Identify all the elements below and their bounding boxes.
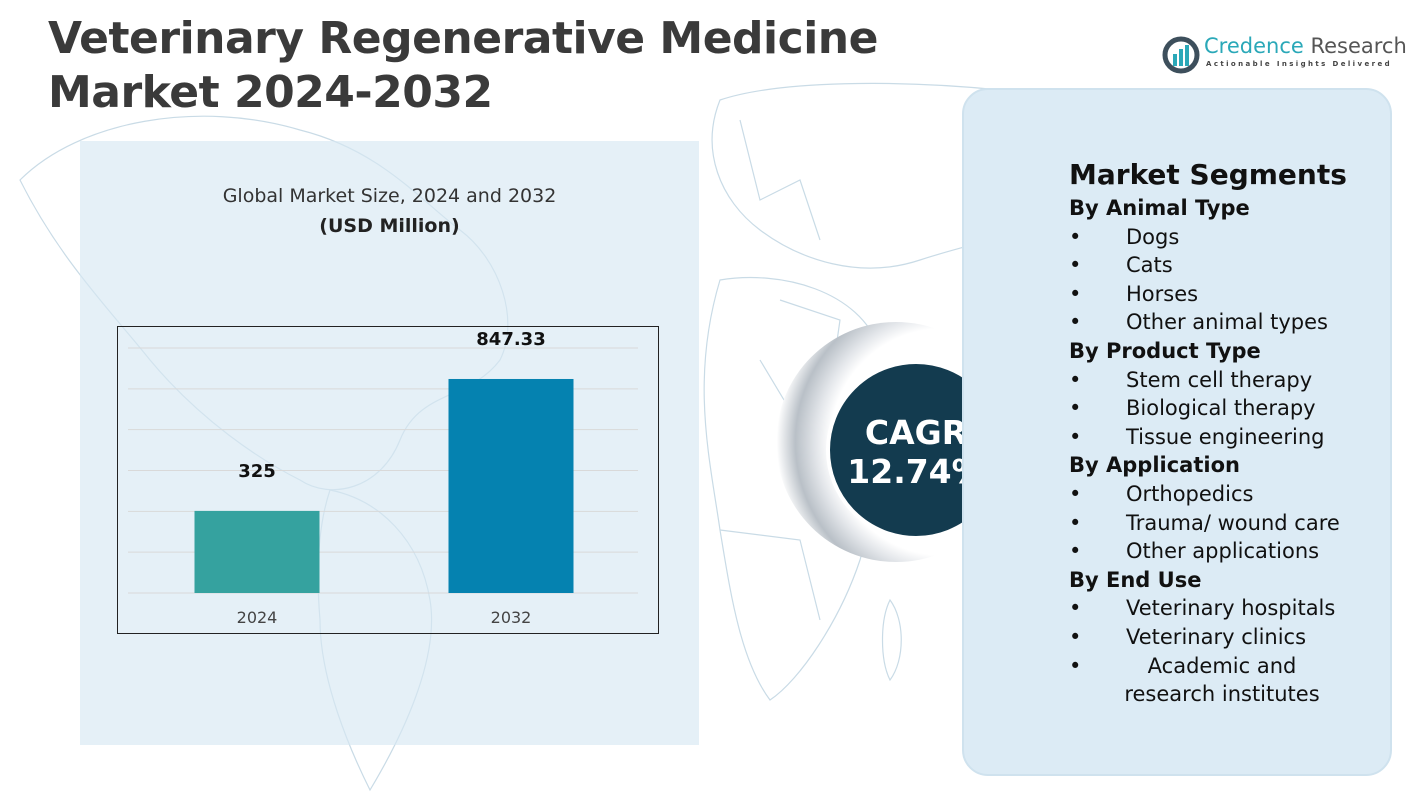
bullet-icon: • [1069,281,1082,306]
cagr-value: 12.74% [847,452,985,491]
page-title: Veterinary Regenerative Medicine Market … [48,13,878,118]
logo-name-part1: Credence [1204,34,1304,58]
segment-item: • Other applications [1069,537,1389,566]
bullet-icon: • [1069,653,1082,678]
data-label: 325 [238,461,276,482]
chart-title: Global Market Size, 2024 and 2032 [222,185,557,207]
market-segments-panel [962,88,1392,776]
segment-item: • Horses [1069,280,1389,309]
x-tick-label: 2024 [237,608,278,627]
segment-heading: By Animal Type [1069,196,1250,220]
segment-heading: By Application [1069,453,1240,478]
segment-item: • Dogs [1069,223,1389,252]
segment-item: • Orthopedics [1069,480,1389,509]
segment-item: • Veterinary hospitals [1069,594,1389,623]
segment-item-label: Other animal types [1126,310,1329,335]
data-label: 847.33 [476,329,545,350]
segment-item-label: Veterinary hospitals [1126,596,1336,621]
logo-name-part2: Research [1303,34,1407,58]
segment-item: • Veterinary clinics [1069,623,1389,652]
bar-chart-frame: 325 2024 847.33 2032 [117,326,659,634]
bullet-icon: • [1069,396,1082,421]
bullet-icon: • [1069,310,1082,335]
segment-item: • Other animal types [1069,308,1389,337]
segment-heading: By Product Type [1069,338,1261,363]
segment-item: • Trauma/ wound care [1069,509,1389,538]
bullet-icon: • [1069,510,1082,535]
logo-tagline: Actionable Insights Delivered [1206,60,1392,68]
bar-2032 [448,378,574,593]
credence-research-logo: Credence Research Actionable Insights De… [1162,34,1407,74]
segment-item: • Tissue engineering [1069,423,1389,452]
bullet-icon: • [1069,253,1082,278]
segment-item-label: Cats [1126,253,1173,278]
market-segments-title: Market Segments [1069,158,1347,191]
bullet-icon: • [1069,481,1082,506]
chart-subtitle: (USD Million) [319,215,460,237]
x-tick-label: 2032 [491,608,532,627]
segment-item: • Academic and research institutes [1069,652,1342,709]
segment-item: • Stem cell therapy [1069,366,1389,395]
chart-panel [80,141,699,745]
bullet-icon: • [1069,424,1082,449]
segment-item-label: Dogs [1126,224,1180,249]
logo-chart-icon [1162,36,1200,74]
segment-item-label: Trauma/ wound care [1126,510,1340,535]
segment-item: • Biological therapy [1069,394,1389,423]
segment-item-label: Orthopedics [1126,481,1254,506]
market-segments-list: By Animal Type • Dogs • Cats • Horses • Other an… [1069,194,1389,709]
bullet-icon: • [1069,596,1082,621]
segment-item-label: Stem cell therapy [1126,367,1313,392]
cagr-label: CAGR [864,413,968,452]
bullet-icon: • [1069,539,1082,564]
bar-2024 [194,510,320,593]
segment-item-label: Other applications [1126,539,1320,564]
segment-item-label: Horses [1126,281,1199,306]
bullet-icon: • [1069,624,1082,649]
segment-item-label: Tissue engineering [1126,424,1325,449]
segment-item-label: Veterinary clinics [1126,624,1307,649]
bullet-icon: • [1069,224,1082,249]
bar-chart: 325 2024 847.33 2032 [128,329,638,627]
segment-item-label: Biological therapy [1126,396,1316,421]
bullet-icon: • [1069,367,1082,392]
segment-item: • Cats [1069,251,1389,280]
segment-item-label: Academic and research institutes [1124,653,1320,707]
segment-heading: By End Use [1069,567,1202,592]
